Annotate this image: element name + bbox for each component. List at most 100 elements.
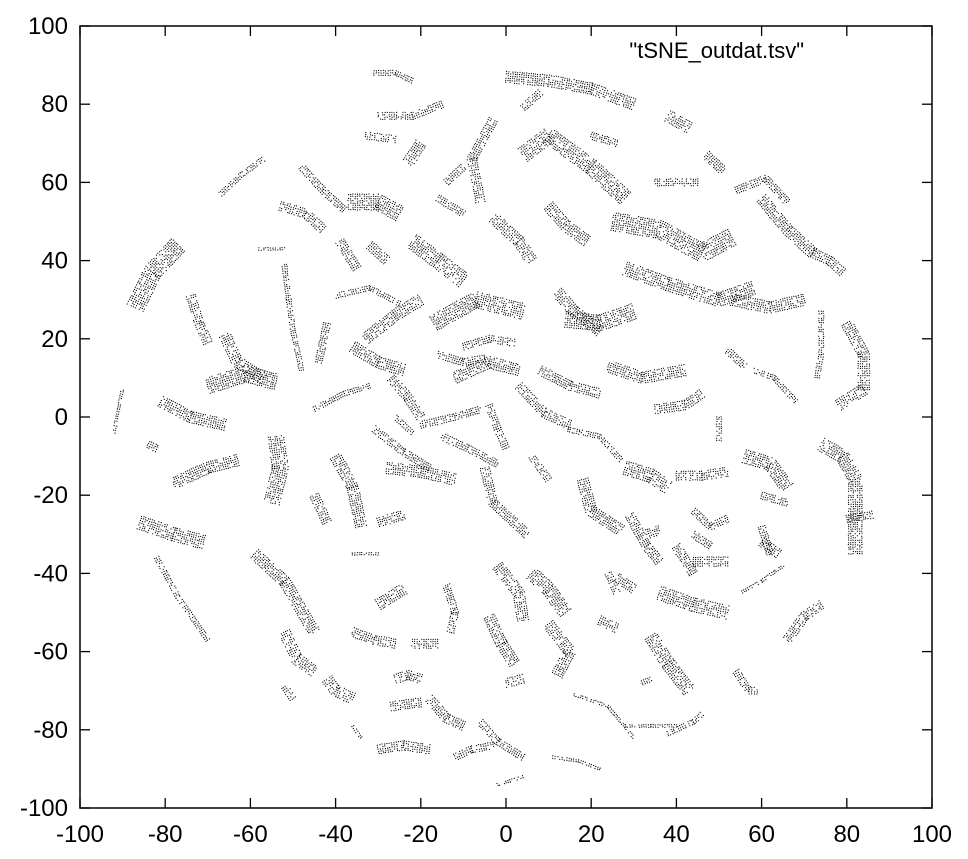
point-cluster (479, 466, 530, 539)
point-cluster (640, 676, 653, 686)
point-cluster (453, 741, 495, 761)
point-cluster (280, 629, 317, 677)
point-cluster (419, 406, 481, 429)
point-cluster (411, 638, 439, 650)
y-tick-label: -60 (33, 639, 68, 666)
point-cluster (349, 341, 406, 376)
x-tick-label: -80 (148, 821, 183, 848)
legend-label: "tSNE_outdat.tsv" (629, 38, 804, 63)
point-cluster (622, 461, 673, 494)
point-cluster (654, 178, 699, 187)
point-cluster (314, 321, 331, 364)
point-cluster (577, 477, 625, 535)
point-cluster (741, 449, 794, 491)
point-cluster (725, 348, 748, 368)
y-tick-label: 60 (41, 169, 68, 196)
point-cluster (154, 555, 211, 642)
x-tick-label: -40 (318, 821, 353, 848)
point-cluster (309, 492, 332, 525)
point-cluster (645, 525, 660, 539)
point-cluster (758, 538, 782, 559)
point-cluster (394, 414, 415, 436)
point-cluster (362, 294, 425, 344)
point-cluster (250, 549, 320, 634)
point-cluster (573, 693, 634, 739)
point-cluster (604, 571, 621, 595)
point-cluster (664, 110, 693, 133)
y-tick-label: -20 (33, 482, 68, 509)
point-cluster (675, 467, 729, 481)
point-cluster (526, 569, 572, 617)
point-cluster (590, 131, 619, 147)
point-cluster (112, 389, 124, 434)
x-tick-label: 100 (912, 821, 952, 848)
point-cluster (814, 310, 825, 379)
point-cluster (329, 453, 368, 529)
point-cluster (126, 238, 185, 312)
point-cluster (364, 131, 397, 144)
point-cluster (545, 620, 576, 679)
point-cluster (544, 201, 591, 247)
x-tick-label: -60 (233, 821, 268, 848)
point-cluster (783, 600, 825, 642)
point-cluster (393, 670, 423, 684)
point-cluster (218, 156, 266, 197)
point-cluster (443, 163, 467, 186)
point-cluster (515, 382, 573, 430)
point-cluster (371, 425, 432, 472)
point-cluster (624, 723, 678, 728)
x-tick-label: -100 (56, 821, 104, 848)
point-cluster (351, 627, 397, 649)
point-cluster (387, 374, 425, 421)
point-cluster (157, 396, 227, 432)
point-cluster (389, 697, 422, 712)
point-cluster (219, 333, 266, 384)
axis-ticks: -100 -80 -60 -40 -20 0 20 40 60 80 100 -100 -80 -60 -4… (20, 13, 952, 848)
point-cluster (597, 615, 619, 633)
point-cluster (666, 711, 705, 737)
y-tick-label: 0 (55, 404, 68, 431)
point-cluster (729, 293, 806, 314)
point-cluster (298, 165, 347, 213)
point-cluster (760, 491, 788, 507)
x-tick-label: 0 (499, 821, 512, 848)
point-cluster (757, 524, 774, 556)
point-cluster (351, 725, 363, 739)
point-cluster (281, 263, 304, 371)
point-cluster (690, 507, 730, 530)
point-cluster (365, 241, 391, 265)
point-cluster (377, 100, 444, 121)
point-cluster (443, 583, 459, 634)
y-tick-label: -40 (33, 560, 68, 587)
point-cluster (462, 334, 516, 351)
data-layer (112, 69, 874, 787)
y-tick-label: 40 (41, 248, 68, 275)
y-tick-label: 20 (41, 326, 68, 353)
point-cluster (376, 740, 431, 755)
point-cluster (185, 294, 213, 346)
x-tick-label: 80 (833, 821, 860, 848)
point-cluster (492, 561, 529, 622)
point-cluster (376, 510, 406, 528)
point-cluster (402, 139, 426, 166)
point-cluster (741, 565, 785, 594)
y-tick-label: 80 (41, 91, 68, 118)
point-cluster (517, 128, 632, 204)
point-cluster (258, 246, 286, 251)
y-tick-label: -100 (20, 795, 68, 822)
point-cluster (564, 303, 637, 332)
x-tick-label: 20 (578, 821, 605, 848)
point-cluster (347, 193, 404, 222)
point-cluster (335, 285, 402, 306)
point-cluster (817, 437, 863, 555)
point-cluster (205, 366, 278, 394)
point-cluster (505, 673, 525, 688)
point-cluster (704, 151, 726, 173)
point-cluster (732, 668, 759, 695)
point-cluster (408, 234, 468, 288)
point-cluster (654, 389, 706, 415)
point-cluster (656, 586, 730, 620)
point-cluster (691, 530, 713, 550)
